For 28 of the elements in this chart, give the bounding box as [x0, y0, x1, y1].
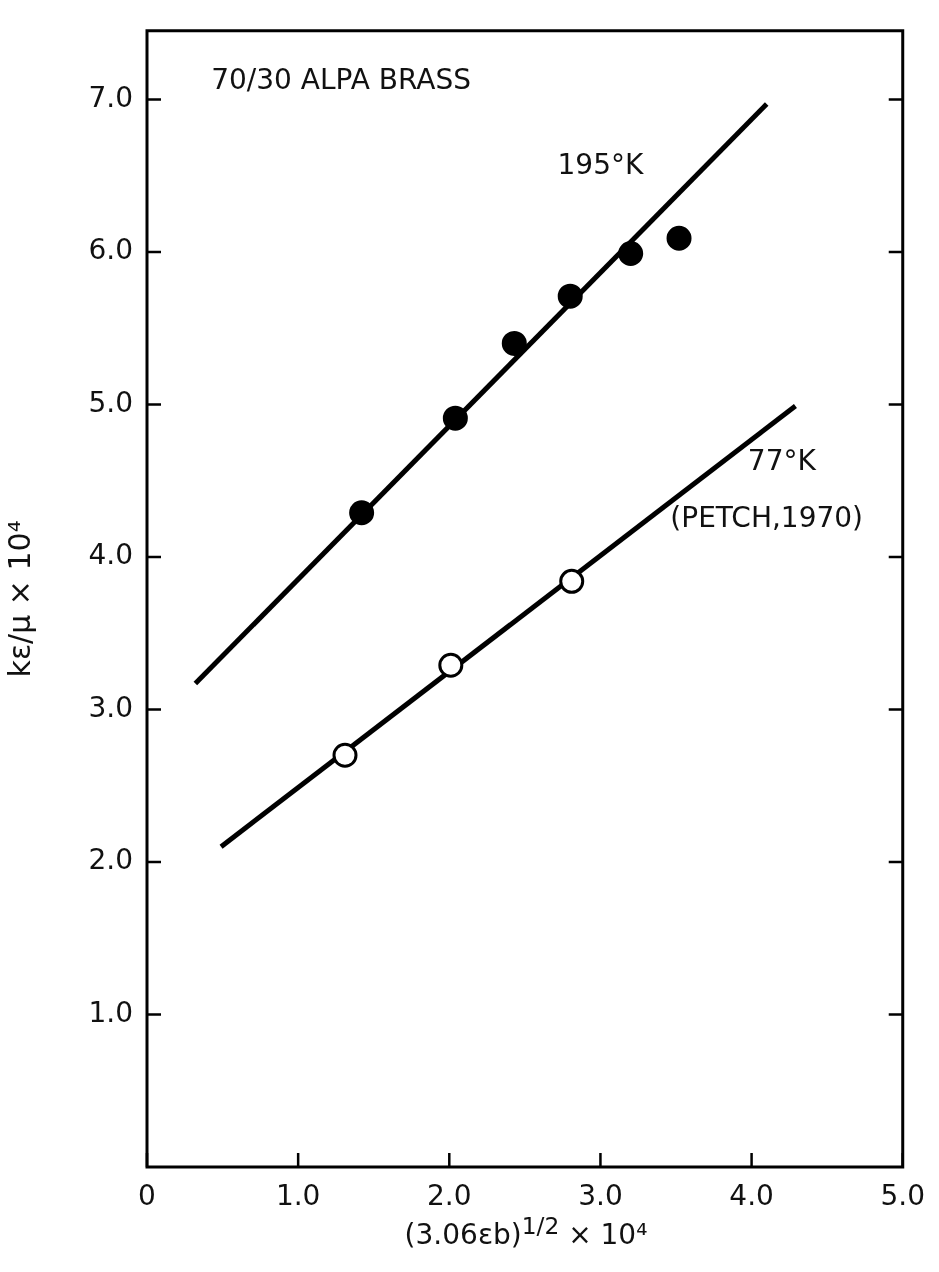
- annotation: 70/30 ALPA BRASS: [211, 63, 471, 97]
- point: [557, 283, 583, 309]
- x-axis-title: (3.06εb)$^{1/2}$ × 10⁴: [403, 1212, 649, 1252]
- y-tick-label: 6.0: [88, 233, 133, 267]
- x-tick-label: 1.0: [275, 1179, 321, 1213]
- y-tick-label: 1.0: [88, 995, 133, 1029]
- point: [666, 225, 692, 251]
- y-tick-label: 5.0: [88, 385, 133, 419]
- point: [349, 500, 375, 526]
- x-tick-label: 5.0: [880, 1179, 925, 1213]
- annotation: 77°K: [747, 443, 817, 477]
- point: [618, 240, 644, 266]
- point: [438, 652, 464, 678]
- point: [501, 330, 527, 356]
- point: [559, 568, 585, 594]
- annotation: 195°K: [557, 148, 644, 182]
- y-axis-title: kε/μ × 10⁴: [1, 520, 37, 678]
- y-tick-label: 3.0: [88, 690, 133, 724]
- y-tick-label: 4.0: [88, 538, 133, 572]
- x-tick-label: 0: [138, 1179, 156, 1213]
- annotation: (PETCH,1970): [670, 500, 864, 534]
- x-tick-label: 3.0: [578, 1179, 623, 1213]
- y-tick-label: 7.0: [88, 80, 133, 114]
- x-tick-label: 2.0: [427, 1179, 472, 1213]
- point: [442, 405, 468, 431]
- point: [332, 742, 358, 768]
- x-tick-label: 4.0: [729, 1179, 774, 1213]
- y-tick-label: 2.0: [88, 843, 133, 877]
